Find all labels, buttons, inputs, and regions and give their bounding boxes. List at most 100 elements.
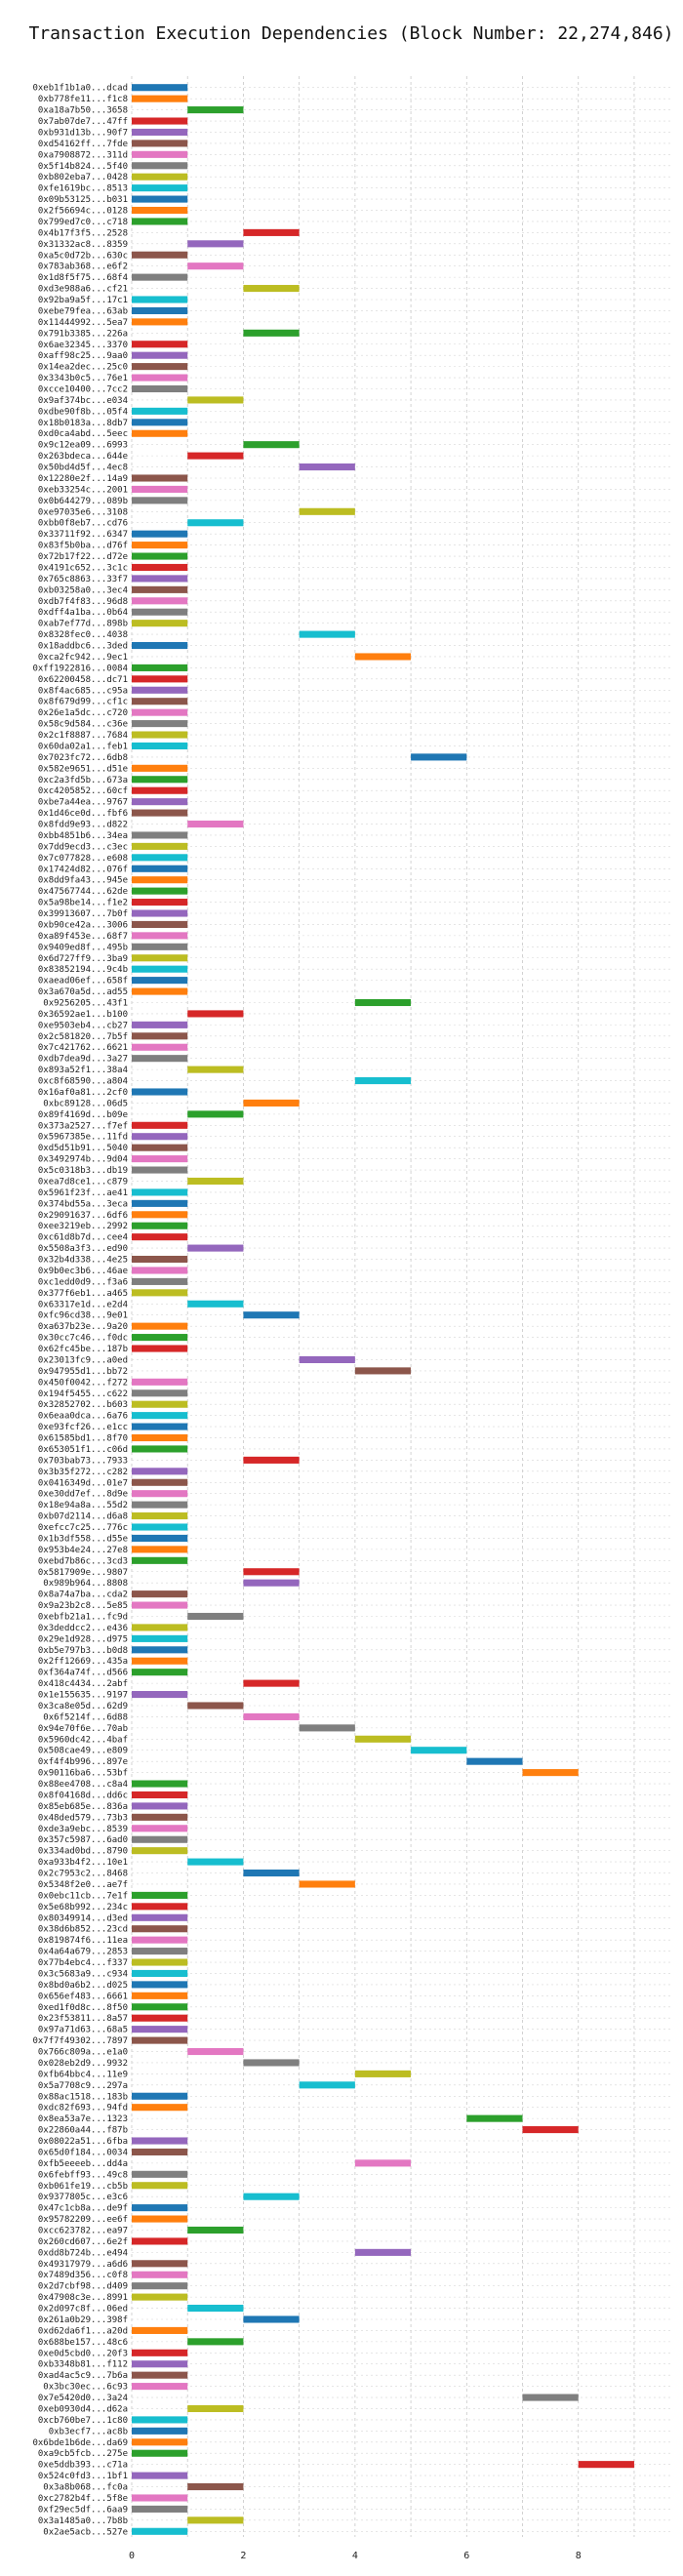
execution-bar: [132, 1255, 188, 1264]
y-tick-label: 0x5a98be14...f1e2: [38, 899, 128, 908]
execution-bar: [132, 2416, 188, 2424]
y-tick-label: 0x26e1a5dc...c720: [38, 708, 128, 718]
y-tick-label: 0x799ed7c0...c718: [38, 218, 128, 227]
execution-bar: [132, 1936, 188, 1944]
execution-bar: [132, 1055, 188, 1063]
y-tick-label: 0x22860a44...f87b: [38, 2126, 128, 2136]
execution-bar: [522, 1769, 579, 1777]
y-tick-label: 0x18addbc6...3ded: [38, 642, 128, 652]
y-tick-label: 0xdb7f4f83...96d8: [38, 597, 128, 607]
execution-bar: [132, 341, 188, 348]
execution-bar: [132, 1445, 188, 1453]
execution-bar: [132, 1289, 188, 1297]
y-tick-label: 0x3492974b...9d04: [38, 1155, 128, 1165]
execution-bar: [132, 1523, 188, 1531]
execution-bar: [522, 2126, 579, 2134]
y-tick-label: 0x4a64a679...2853: [38, 1948, 128, 1957]
y-tick-label: 0x1d8f5f75...68f4: [38, 273, 128, 283]
y-tick-label: 0x7e5420d0...3a24: [38, 2394, 128, 2403]
y-tick-label: 0xebe79fea...63ab: [38, 306, 128, 316]
execution-bar: [354, 2159, 412, 2167]
y-tick-label: 0xe93fcf26...e1cc: [38, 1423, 128, 1432]
y-tick-label: 0x7dd9ecd3...c3ec: [38, 842, 128, 852]
y-tick-label: 0x9a23b2c8...5e85: [38, 1601, 128, 1611]
y-tick-label: 0xaff98c25...9aa0: [38, 351, 128, 361]
y-tick-label: 0x8f4ac685...c95a: [38, 686, 128, 696]
execution-bar: [132, 1400, 188, 1408]
y-tick-label: 0x5960dc42...4baf: [38, 1735, 128, 1745]
y-tick-label: 0x63317e1d...e2d4: [38, 1300, 128, 1309]
execution-bar: [132, 2449, 188, 2457]
execution-bar: [132, 1188, 188, 1196]
y-tick-label: 0xd0ca4abd...5eec: [38, 429, 128, 439]
y-tick-label: 0xab7ef77d...898b: [38, 620, 128, 629]
execution-bar: [187, 1858, 244, 1866]
y-tick-label: 0x8a74a7ba...cda2: [38, 1590, 128, 1600]
y-tick-label: 0x7023fc72...6db8: [38, 753, 128, 763]
y-tick-label: 0xbb0f8eb7...cd76: [38, 519, 128, 529]
y-tick-label: 0xd54162ff...7fde: [38, 140, 128, 149]
execution-bar: [132, 2438, 188, 2446]
y-tick-label: 0x9af374bc...e034: [38, 396, 128, 406]
y-tick-label: 0x373a2527...f7ef: [38, 1121, 128, 1131]
execution-bar: [132, 2036, 188, 2044]
execution-bar: [132, 1590, 188, 1598]
y-tick-label: 0x3a1485a0...7b8b: [38, 2516, 128, 2526]
y-tick-label: 0xed1f0d8c...8f50: [38, 2003, 128, 2013]
execution-bar: [132, 1669, 188, 1676]
y-tick-label: 0xc2a3fd5b...673a: [38, 776, 128, 785]
y-tick-label: 0x7ab07de7...47ff: [38, 117, 128, 127]
execution-bar: [132, 2527, 188, 2535]
y-tick-label: 0x194f5455...c622: [38, 1389, 128, 1399]
y-tick-label: 0x60da02a1...feb1: [38, 742, 128, 751]
y-tick-label: 0x83f5b0ba...d76f: [38, 542, 128, 551]
y-tick-label: 0x8bd0a6b2...d025: [38, 1981, 128, 1991]
y-tick-label: 0xebfb21a1...fc9d: [38, 1613, 128, 1623]
execution-bar: [243, 228, 300, 236]
execution-bar: [132, 1211, 188, 1219]
y-tick-label: 0x3ca8e05d...62d9: [38, 1702, 128, 1711]
execution-bar: [299, 2081, 355, 2089]
execution-bar: [132, 1155, 188, 1163]
execution-bar: [132, 1043, 188, 1051]
y-tick-label: 0x33711f92...6347: [38, 530, 128, 540]
y-tick-label: 0x524c0fd3...1bf1: [38, 2472, 128, 2481]
y-tick-label: 0xb90ce42a...3006: [38, 920, 128, 930]
y-tick-label: 0x23f53811...8a57: [38, 2014, 128, 2024]
y-tick-label: 0x6d727ff9...3ba9: [38, 954, 128, 964]
y-tick-label: 0xcc623782...ea97: [38, 2227, 128, 2236]
y-tick-label: 0xb5e797b3...b0d8: [38, 1646, 128, 1656]
execution-bar: [132, 2137, 188, 2145]
execution-bar: [132, 1088, 188, 1096]
y-tick-label: 0xe0d5cbd0...20f3: [38, 2349, 128, 2358]
execution-bar: [132, 977, 188, 985]
execution-bar: [299, 630, 355, 638]
execution-bar: [243, 1712, 300, 1720]
y-tick-label: 0x6bde1b6de...da69: [32, 2438, 128, 2448]
execution-bar: [132, 887, 188, 895]
execution-bar: [132, 2494, 188, 2502]
execution-bar: [132, 664, 188, 671]
execution-bar: [243, 2193, 300, 2200]
execution-bar: [132, 764, 188, 772]
execution-bar: [132, 218, 188, 225]
y-tick-label: 0x0416349d...01e7: [38, 1478, 128, 1488]
execution-bar: [132, 2271, 188, 2278]
execution-bar: [132, 1780, 188, 1788]
y-tick-label: 0x0ebc11cb...7e1f: [38, 1891, 128, 1901]
y-tick-label: 0x50bd4d5f...4ec8: [38, 463, 128, 473]
execution-bar: [132, 128, 188, 137]
execution-bar: [522, 2394, 579, 2401]
y-tick-label: 0x2c1f8887...7684: [38, 731, 128, 741]
y-tick-label: 0x4b17f3f5...2528: [38, 228, 128, 238]
y-tick-label: 0x38d6b852...23cd: [38, 1925, 128, 1935]
execution-bar: [132, 1925, 188, 1933]
y-tick-label: 0x7f7f49302...7897: [32, 2036, 128, 2046]
y-tick-label: 0x92ba9a5f...17c1: [38, 296, 128, 305]
y-tick-label: 0xd62da6f1...a20d: [38, 2326, 128, 2336]
y-tick-label: 0x5967385e...11fd: [38, 1133, 128, 1143]
execution-bar: [132, 1657, 188, 1665]
execution-bar: [187, 1110, 244, 1118]
execution-bar: [132, 1267, 188, 1274]
execution-bar: [132, 140, 188, 147]
